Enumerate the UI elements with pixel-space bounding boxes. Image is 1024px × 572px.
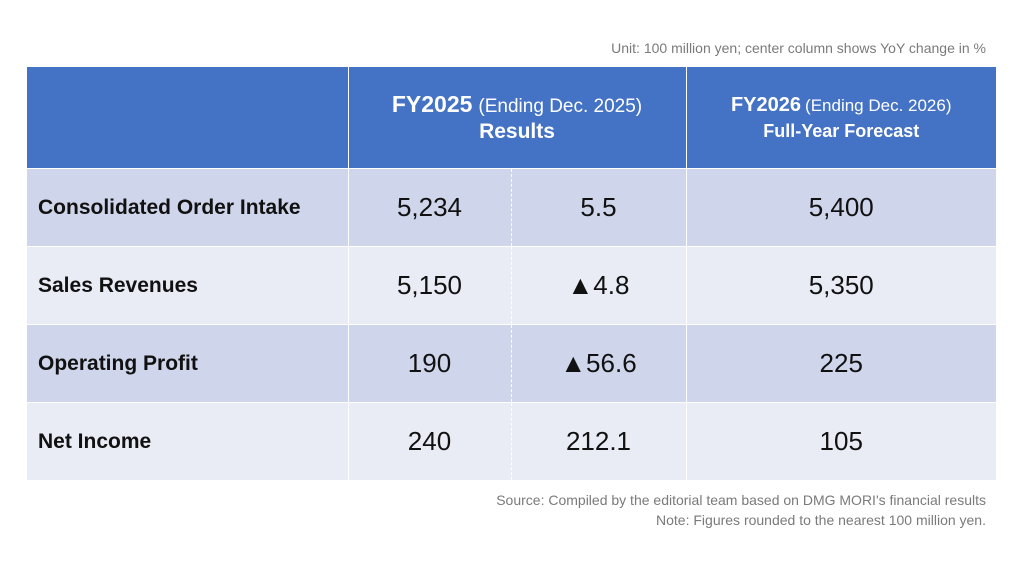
header-fy2026-sub: Full-Year Forecast — [763, 120, 920, 141]
header-row: FY2025 (Ending Dec. 2025) Results FY2026(… — [27, 67, 996, 169]
header-fy2026-period: (Ending Dec. 2026) — [805, 95, 952, 115]
fy2025-value: 5,150 — [347, 246, 512, 325]
header-fy2026-year: FY2026 — [730, 93, 802, 116]
table-row-sales-revenues: Sales Revenues 5,150 ▲4.8 5,350 — [27, 246, 996, 325]
source-note: Source: Compiled by the editorial team b… — [496, 492, 986, 508]
table-row-net-income: Net Income 240 212.1 105 — [27, 402, 996, 480]
header-empty-cell — [27, 67, 348, 169]
fy2026-value: 5,400 — [686, 168, 996, 247]
row-label: Operating Profit — [27, 324, 348, 403]
fy2026-value: 5,350 — [686, 246, 996, 325]
table-row-operating-profit: Operating Profit 190 ▲56.6 225 — [27, 324, 996, 403]
header-fy2025-sub: Results — [479, 120, 555, 143]
row-label: Consolidated Order Intake — [27, 168, 348, 247]
fy2025-value: 5,234 — [347, 168, 512, 247]
unit-note: Unit: 100 million yen; center column sho… — [611, 40, 986, 56]
yoy-value: ▲4.8 — [511, 246, 687, 325]
fy2025-value: 190 — [347, 324, 512, 403]
yoy-value: 212.1 — [511, 402, 687, 480]
fy2026-value: 225 — [686, 324, 996, 403]
row-label: Net Income — [27, 402, 348, 480]
rounding-note: Note: Figures rounded to the nearest 100… — [656, 512, 986, 528]
yoy-value: 5.5 — [511, 168, 687, 247]
yoy-value: ▲56.6 — [511, 324, 687, 403]
financial-results-table: FY2025 (Ending Dec. 2025) Results FY2026(… — [27, 67, 996, 480]
header-fy2025: FY2025 (Ending Dec. 2025) Results — [347, 67, 687, 169]
table-row-order-intake: Consolidated Order Intake 5,234 5.5 5,40… — [27, 168, 996, 247]
header-fy2026: FY2026 (Ending Dec. 2026) Full-Year Forec… — [686, 67, 996, 169]
header-fy2025-period: (Ending Dec. 2025) — [478, 96, 643, 117]
header-fy2025-year: FY2025 — [391, 91, 473, 117]
fy2026-value: 105 — [686, 402, 996, 480]
row-label: Sales Revenues — [27, 246, 348, 325]
footer-notes: Source: Compiled by the editorial team b… — [496, 490, 986, 530]
fy2025-value: 240 — [347, 402, 512, 480]
